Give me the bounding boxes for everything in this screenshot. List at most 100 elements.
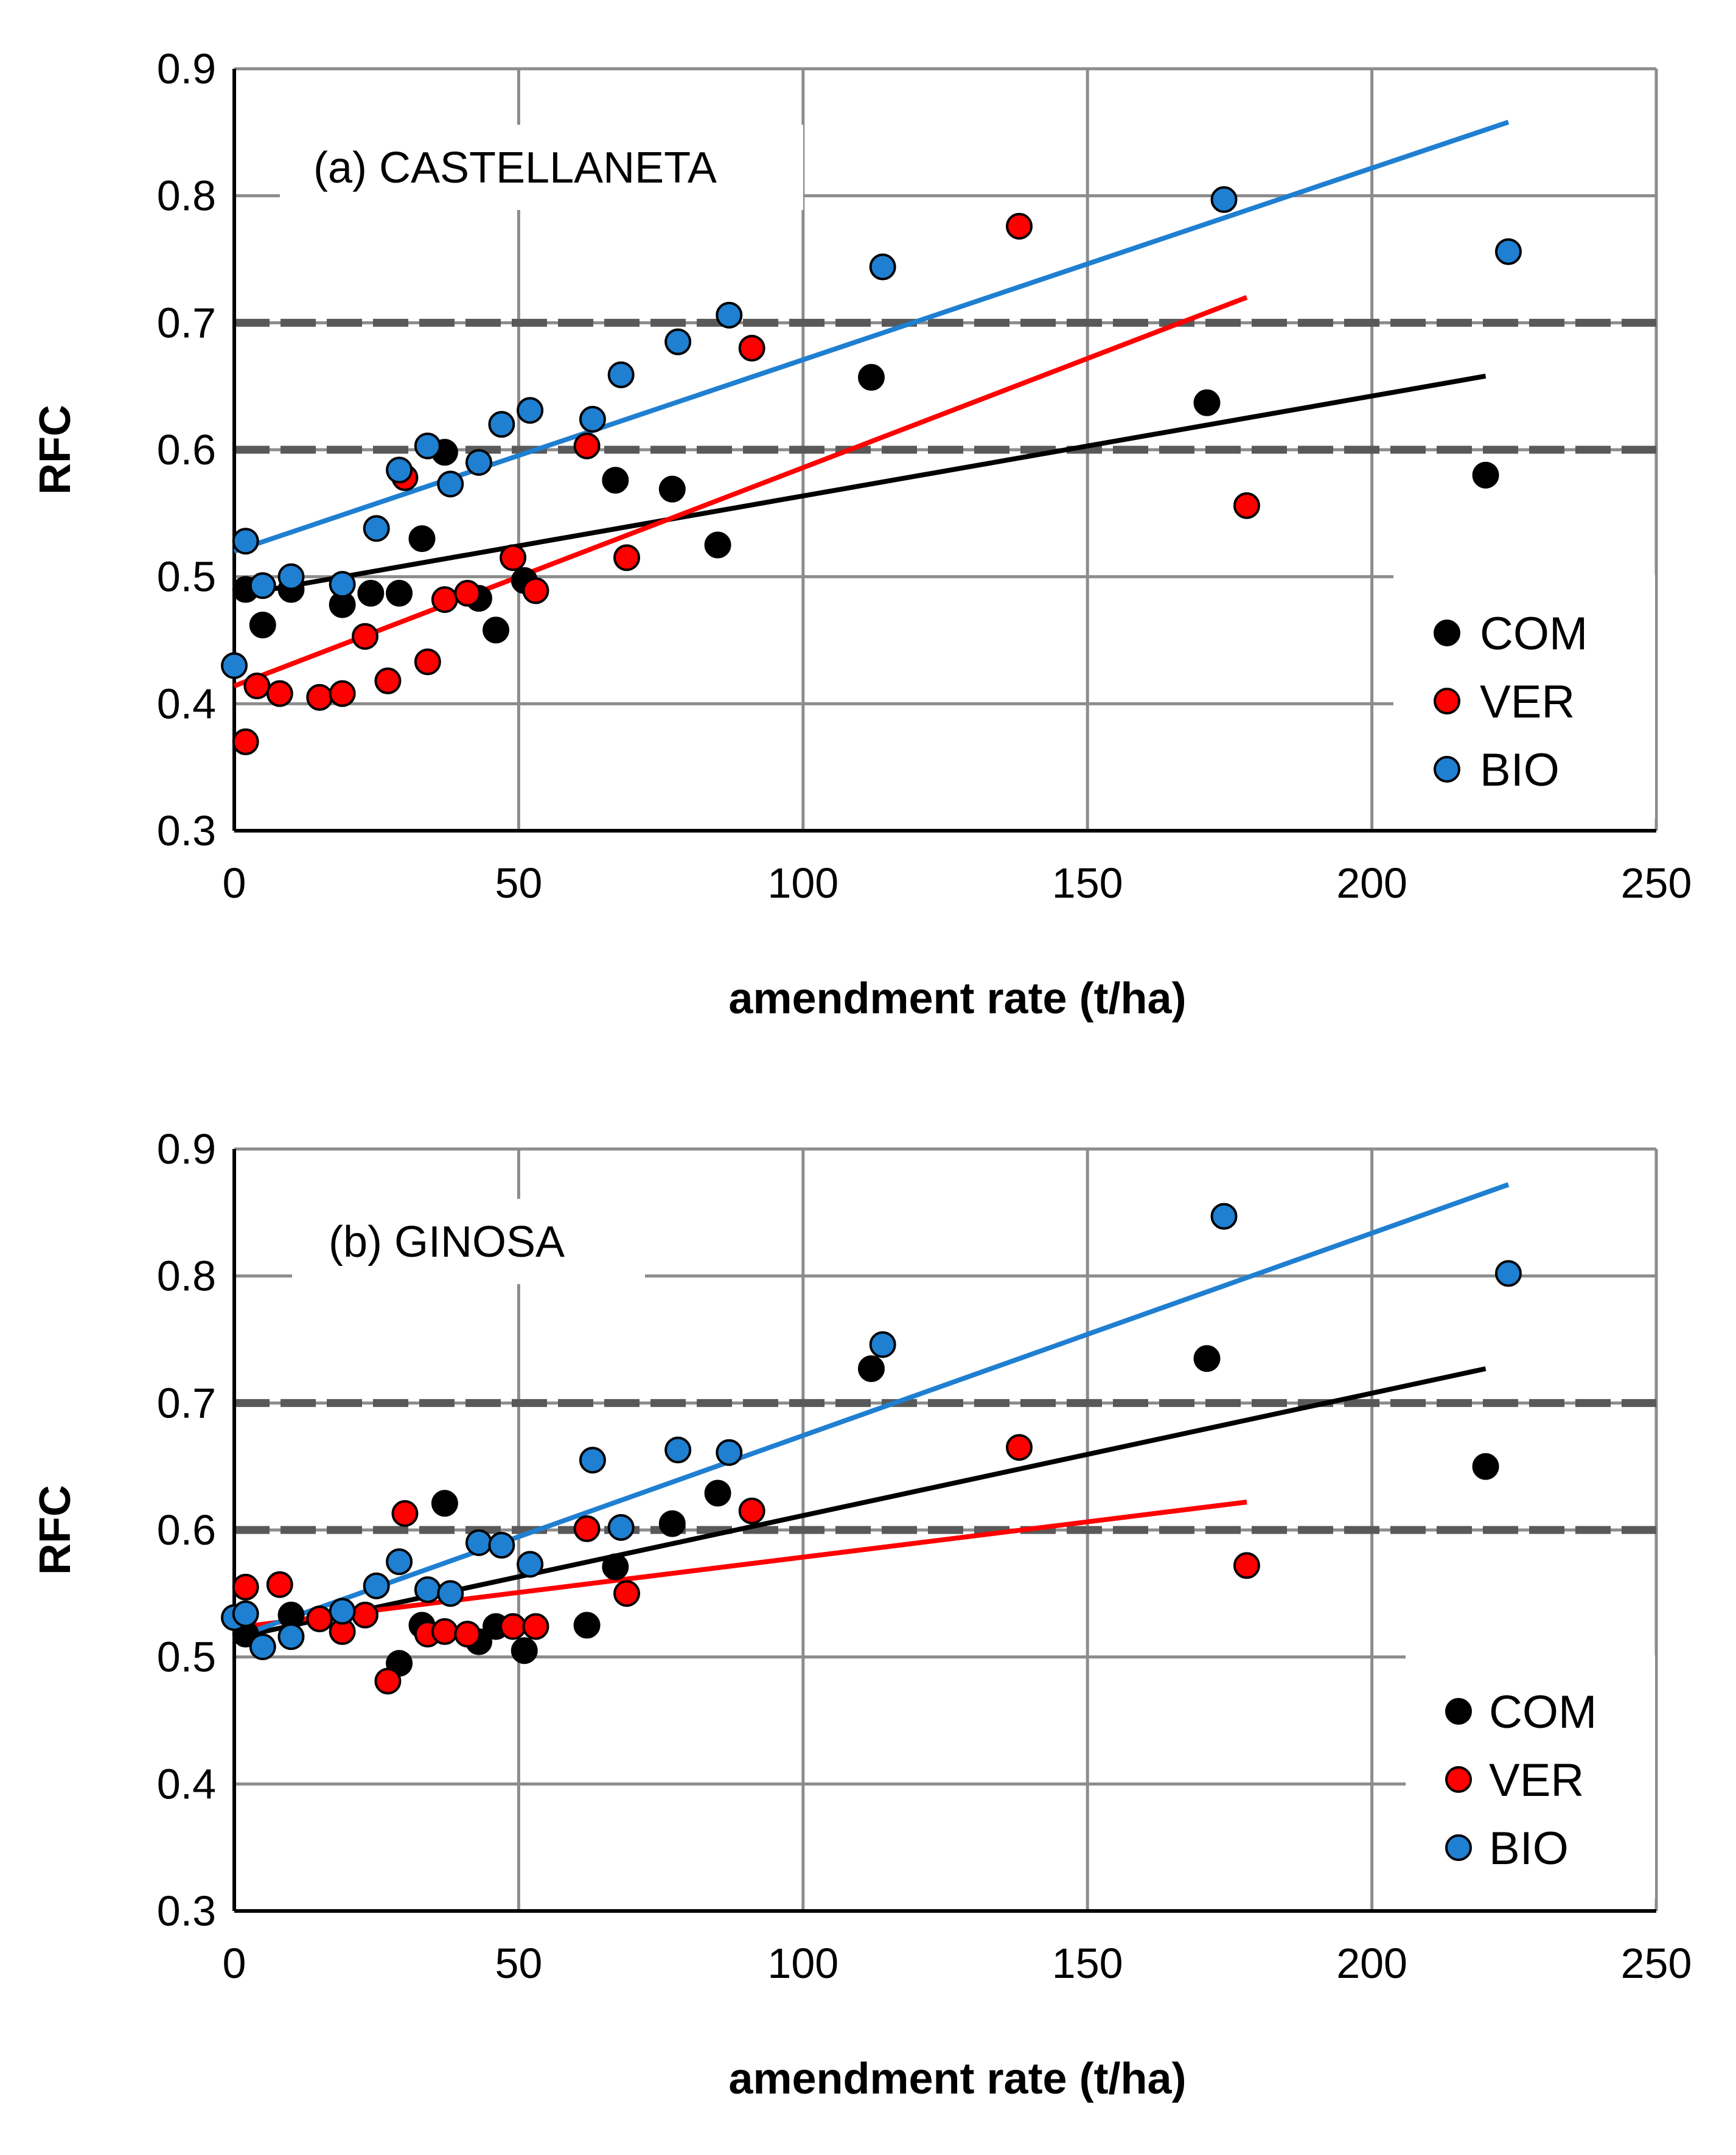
data-point-com — [483, 616, 510, 644]
data-point-bio — [363, 1572, 390, 1599]
x-tick-label: 50 — [495, 1940, 542, 1987]
data-point-ver — [738, 1497, 765, 1525]
legend-marker-bio — [1445, 1834, 1472, 1861]
data-point-bio — [465, 1529, 492, 1556]
data-point-ver — [454, 1621, 481, 1648]
data-point-ver — [1006, 212, 1033, 240]
y-tick-label: 0.4 — [157, 680, 216, 727]
data-point-bio — [414, 1576, 441, 1604]
data-point-bio — [664, 1436, 692, 1464]
panel-label-box — [292, 1199, 645, 1284]
y-tick-label: 0.6 — [157, 426, 216, 473]
data-point-bio — [329, 1598, 356, 1625]
data-point-bio — [869, 1331, 896, 1358]
data-point-ver — [573, 432, 601, 459]
data-point-bio — [517, 397, 544, 424]
data-point-com — [857, 364, 885, 391]
trend-line-ver — [234, 1500, 1247, 1630]
x-tick-label: 0 — [223, 1940, 246, 1987]
data-point-bio — [437, 1580, 464, 1607]
x-tick-label: 200 — [1336, 859, 1407, 907]
chart-ginosa: 0.3 0.4 0.5 0.6 0.7 0.8 0.9 0 50 100 150 200 250 amen… — [31, 1125, 1692, 2103]
data-point-bio — [664, 328, 692, 355]
y-tick-label: 0.9 — [157, 1125, 216, 1173]
data-point-ver — [232, 728, 259, 755]
legend-marker-com — [1445, 1698, 1472, 1725]
data-point-ver — [352, 623, 379, 650]
data-point-ver — [522, 577, 549, 604]
data-point-ver — [1006, 1434, 1033, 1461]
data-point-bio — [232, 1600, 259, 1627]
y-tick-label: 0.7 — [157, 299, 216, 346]
y-tick-label: 0.5 — [157, 1633, 216, 1681]
data-point-bio — [249, 572, 276, 599]
data-point-bio — [437, 470, 464, 498]
data-point-ver — [391, 1500, 419, 1527]
data-point-ver — [454, 579, 481, 607]
data-point-bio — [607, 361, 635, 388]
data-point-com — [1472, 461, 1499, 489]
data-point-ver — [500, 1613, 527, 1640]
data-point-com — [704, 1479, 731, 1507]
legend-label-ver: VER — [1489, 1755, 1584, 1806]
data-point-ver — [1233, 1552, 1260, 1579]
data-point-bio — [517, 1551, 544, 1578]
data-point-com — [658, 1510, 686, 1537]
data-point-bio — [277, 1623, 305, 1650]
legend-marker-com — [1434, 620, 1460, 646]
x-tick-label: 50 — [495, 859, 542, 907]
trend-line-com — [234, 374, 1487, 598]
data-point-com — [1193, 1345, 1221, 1372]
data-point-bio — [607, 1514, 635, 1541]
data-point-bio — [363, 515, 390, 542]
legend-marker-bio — [1434, 756, 1460, 783]
chart-castellaneta: 0.3 0.4 0.5 0.6 0.7 0.8 0.9 0 50 100 150 200 250 amen… — [31, 45, 1692, 1023]
data-point-com — [857, 1355, 885, 1382]
data-point-bio — [221, 652, 248, 679]
data-point-com — [658, 475, 686, 503]
data-point-ver — [243, 672, 271, 700]
legend-label-bio: BIO — [1480, 744, 1560, 796]
y-tick-label: 0.5 — [157, 553, 216, 601]
x-tick-label: 200 — [1336, 1940, 1407, 1987]
y-tick-label: 0.8 — [157, 172, 216, 220]
data-point-ver — [1233, 492, 1260, 519]
data-point-bio — [1494, 238, 1522, 265]
panel-label-box — [280, 125, 803, 210]
data-point-com — [602, 467, 629, 494]
legend-label-ver: VER — [1480, 676, 1575, 728]
y-axis-title: RFC — [31, 1485, 80, 1575]
x-tick-label: 100 — [767, 1940, 838, 1987]
data-point-bio — [414, 432, 441, 459]
data-point-bio — [465, 449, 492, 476]
x-tick-label: 250 — [1621, 1940, 1692, 1987]
data-point-ver — [613, 1580, 641, 1607]
legend-label-com: COM — [1489, 1686, 1597, 1738]
data-point-com — [704, 531, 731, 559]
data-point-com — [602, 1553, 629, 1580]
data-point-ver — [431, 1618, 458, 1645]
data-point-bio — [249, 1633, 276, 1660]
data-point-com — [573, 1612, 601, 1639]
data-point-bio — [232, 528, 259, 555]
y-tick-label: 0.9 — [157, 45, 216, 93]
data-point-bio — [277, 563, 305, 590]
legend-marker-ver — [1445, 1766, 1472, 1793]
data-point-ver — [431, 586, 458, 613]
legend-label-bio: BIO — [1489, 1823, 1569, 1874]
x-tick-label: 0 — [223, 859, 246, 907]
panel-label: (b) GINOSA — [329, 1218, 565, 1266]
data-point-bio — [716, 301, 743, 329]
data-point-bio — [869, 253, 896, 281]
data-point-ver — [374, 1668, 402, 1695]
data-point-ver — [306, 1605, 333, 1633]
data-point-bio — [1210, 1203, 1238, 1230]
data-point-bio — [716, 1439, 743, 1466]
trend-line-bio — [233, 1182, 1510, 1641]
panel-label: (a) CASTELLANETA — [313, 144, 717, 192]
y-tick-label: 0.7 — [157, 1379, 216, 1427]
y-axis-title: RFC — [31, 405, 80, 495]
y-tick-label: 0.4 — [157, 1760, 216, 1807]
data-point-bio — [386, 456, 413, 484]
